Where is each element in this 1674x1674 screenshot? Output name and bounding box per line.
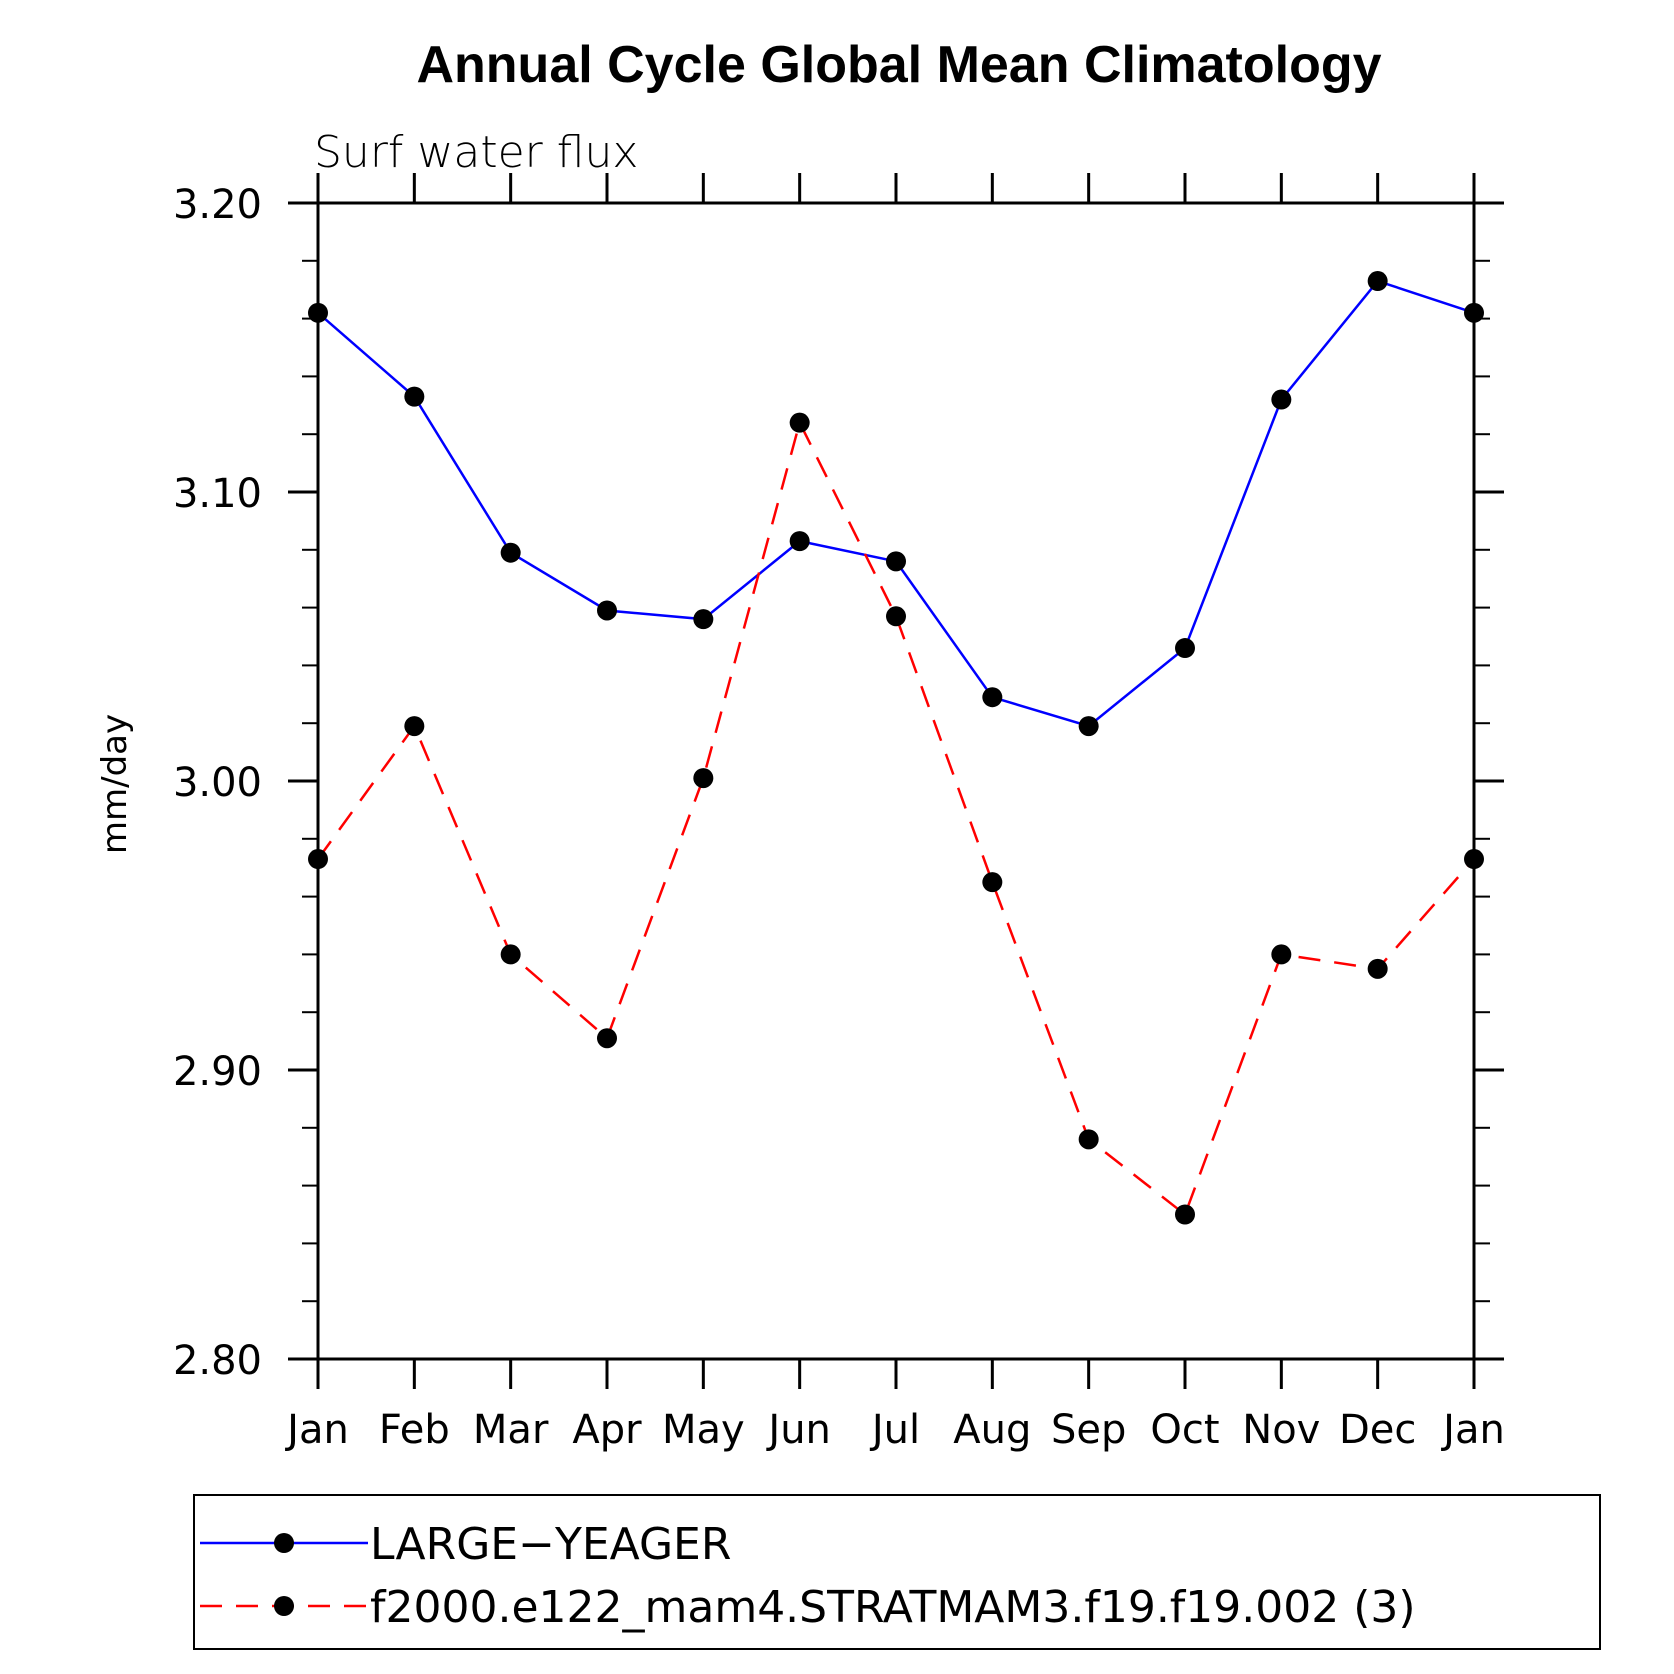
x-tick-label: May: [662, 1407, 745, 1453]
x-tick-label: Feb: [379, 1407, 450, 1453]
data-point-series-0: [982, 687, 1003, 708]
data-point-series-0: [1271, 389, 1292, 410]
chart-title: Annual Cycle Global Mean Climatology: [416, 36, 1381, 94]
x-tick-label: Aug: [953, 1407, 1031, 1453]
legend-marker-1: [274, 1596, 294, 1616]
data-point-series-0: [597, 600, 617, 621]
data-point-series-0: [500, 542, 521, 563]
data-point-series-1: [789, 412, 810, 433]
data-point-series-0: [789, 531, 810, 552]
x-tick-label: Nov: [1242, 1407, 1320, 1453]
data-point-series-1: [982, 872, 1003, 893]
y-tick-label: 3.20: [173, 182, 262, 228]
data-point-series-1: [1367, 958, 1388, 979]
legend-items: LARGE−YEAGER f2000.e122_mam4.STRATMAM3.f1…: [200, 1519, 1416, 1633]
data-point-series-1: [1271, 944, 1292, 965]
data-point-series-0: [1078, 716, 1099, 737]
y-axis-label: mm/day: [95, 714, 135, 854]
x-tick-label: Jan: [1440, 1407, 1505, 1453]
data-point-series-0: [1367, 271, 1388, 292]
x-tick-label: Oct: [1150, 1407, 1219, 1453]
y-tick-label: 3.10: [173, 471, 262, 517]
series-layer: [308, 271, 1484, 1225]
x-tick-label: Dec: [1339, 1407, 1416, 1453]
data-point-series-0: [404, 386, 425, 407]
x-tick-label: Jul: [869, 1407, 920, 1453]
series-line-1: [316, 419, 1475, 1217]
data-point-series-0: [693, 609, 714, 630]
data-point-series-1: [500, 944, 521, 965]
legend: LARGE−YEAGER f2000.e122_mam4.STRATMAM3.f1…: [193, 1494, 1601, 1650]
legend-marker-0: [274, 1533, 294, 1553]
x-tick-label: Jun: [765, 1407, 831, 1453]
chart-subtitle: Surf water flux: [314, 127, 638, 178]
x-tick-label: Jan: [284, 1407, 349, 1453]
x-tick-label: Sep: [1051, 1407, 1126, 1453]
series-line-0: [317, 279, 1475, 728]
data-point-series-1: [1464, 849, 1484, 870]
legend-label-0: LARGE−YEAGER: [370, 1519, 731, 1570]
data-point-series-1: [693, 768, 714, 789]
data-point-series-0: [886, 551, 906, 572]
y-tick-label: 2.80: [173, 1338, 262, 1384]
data-point-series-1: [1078, 1129, 1099, 1150]
y-tick-label: 3.00: [173, 760, 262, 806]
axis-ticks: Jan Feb Mar Apr May Jun Jul Aug Sep Oct Nov Dec Jan 2…: [173, 173, 1505, 1453]
x-tick-label: Mar: [473, 1407, 549, 1453]
data-point-series-1: [404, 716, 425, 737]
y-tick-label: 2.90: [173, 1049, 262, 1095]
x-tick-label: Apr: [572, 1407, 642, 1453]
legend-label-1: f2000.e122_mam4.STRATMAM3.f19.f19.002 (3…: [370, 1582, 1416, 1633]
data-point-series-1: [308, 849, 328, 870]
data-point-series-1: [1175, 1204, 1195, 1225]
data-point-series-0: [1464, 302, 1484, 323]
data-point-series-0: [308, 302, 328, 323]
data-point-series-1: [886, 606, 906, 627]
data-point-series-0: [1175, 638, 1195, 659]
data-point-series-1: [597, 1028, 617, 1049]
legend-box: [193, 1494, 1601, 1650]
